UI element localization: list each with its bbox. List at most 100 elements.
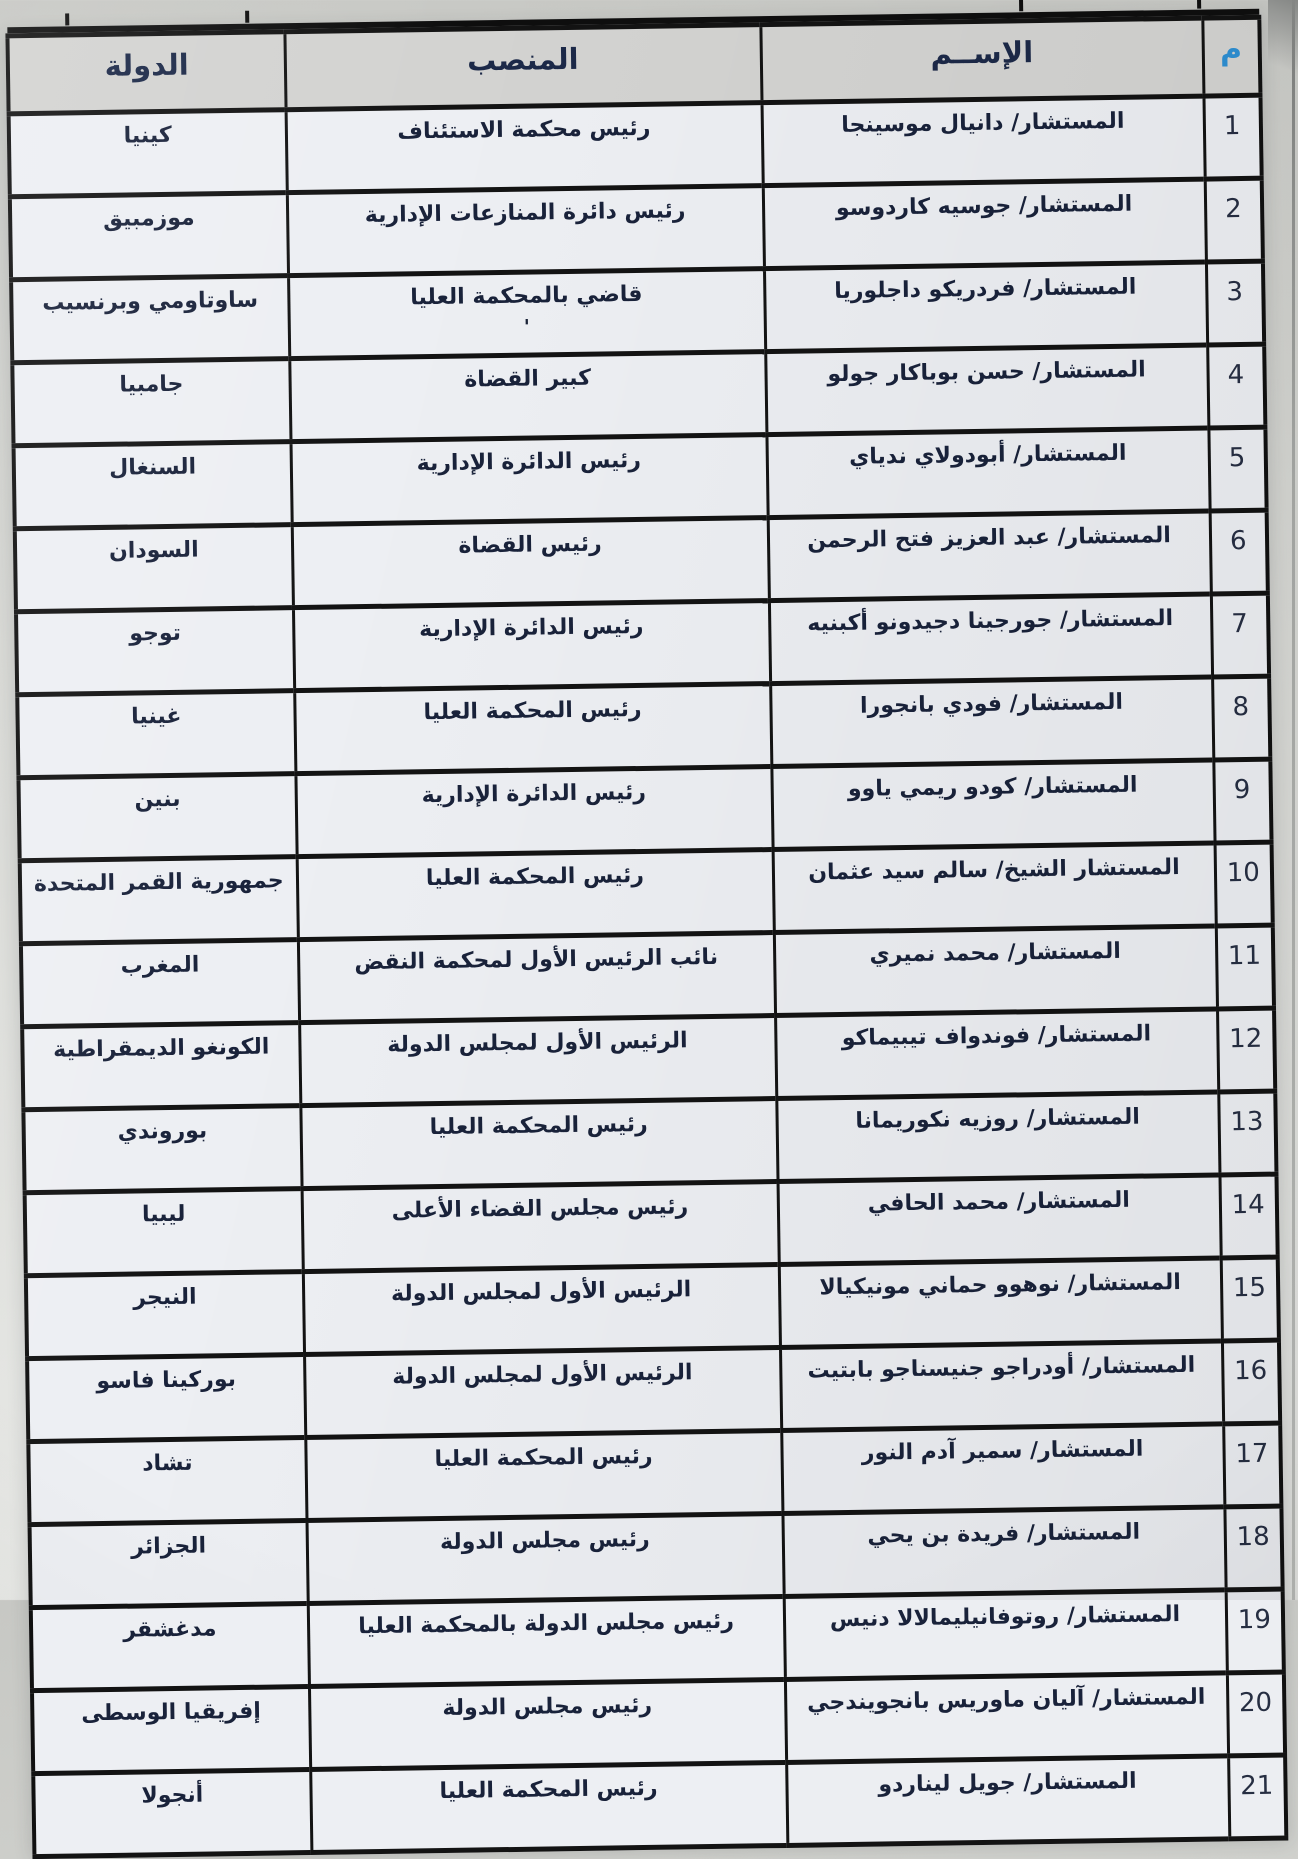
- name-cell: المستشار/ آليان ماوريس بانجويندجي: [784, 1672, 1229, 1763]
- country-cell: ساوتاومي وبرنسيب: [11, 275, 290, 363]
- row-number-cell: 7: [1210, 593, 1270, 677]
- position-cell: نائب الرئيس الأول لمحكمة النقض: [297, 932, 776, 1023]
- name-cell: المستشار/ جوسيه كاردوسو: [762, 179, 1206, 269]
- position-cell: رئيس القضاة: [291, 517, 769, 608]
- position-cell: رئيس المحكمة العليا: [305, 1430, 783, 1521]
- row-number-cell: 2: [1204, 178, 1263, 263]
- row-number-cell: 11: [1215, 925, 1275, 1009]
- country-cell: تشاد: [28, 1437, 307, 1525]
- position-text: رئيس مجلس الدولة: [442, 1692, 653, 1722]
- country-cell: الجزائر: [29, 1520, 308, 1608]
- position-cell: رئيس الدائرة الإدارية: [290, 434, 768, 525]
- row-number-cell: 3: [1205, 261, 1265, 346]
- name-cell: المستشار/ محمد نميري: [773, 925, 1218, 1016]
- name-cell: المستشار/ روتوفانيليمالالا دنيس: [783, 1589, 1227, 1680]
- column-header-country: الدولة: [7, 31, 286, 114]
- country-cell: ليبيا: [24, 1188, 303, 1276]
- row-number-cell: 12: [1217, 1008, 1276, 1092]
- name-cell: المستشار/ جويل ليناردو: [786, 1755, 1230, 1846]
- name-cell: المستشار/ فوندواف تيبيماكو: [775, 1008, 1219, 1099]
- column-header-name: الإســم: [760, 18, 1204, 103]
- country-cell: السنغال: [13, 441, 292, 529]
- country-cell: جمهورية القمر المتحدة: [19, 856, 298, 944]
- column-header-position: المنصب: [284, 24, 762, 110]
- country-cell: موزمبيق: [9, 192, 289, 280]
- country-cell: الكونغو الديمقراطية: [22, 1022, 301, 1110]
- name-cell: المستشار/ دانيال موسينجا: [761, 96, 1205, 186]
- position-cell: رئيس محكمة الاستئناف: [285, 102, 763, 193]
- table-edge-artifact: [1196, 0, 1202, 9]
- name-cell: المستشار/ جورجينا دجيدونو أكبنيه: [768, 594, 1213, 684]
- position-text: رئيس الدائرة الإدارية: [421, 779, 647, 809]
- country-cell: بوروندي: [23, 1105, 302, 1193]
- row-number-cell: 15: [1220, 1257, 1279, 1341]
- name-cell: المستشار/ حسن بوباكار جولو: [765, 345, 1209, 435]
- row-number-cell: 20: [1226, 1672, 1286, 1756]
- position-cell: رئيس دائرة المنازعات الإدارية: [286, 185, 764, 276]
- position-cell: رئيس مجلس الدولة: [308, 1679, 787, 1770]
- position-text: رئيس المحكمة العليا: [434, 1443, 653, 1473]
- position-cell: كبير القضاة: [289, 351, 767, 442]
- row-number-cell: 8: [1212, 676, 1271, 760]
- country-cell: أنجولا: [33, 1769, 312, 1857]
- page-edge: [1292, 0, 1295, 1600]
- name-cell: المستشار/ فودي بانجورا: [770, 676, 1214, 767]
- table-edge-artifact: [65, 13, 70, 26]
- position-text: رئيس المحكمة العليا: [429, 1111, 648, 1141]
- row-number-cell: 16: [1221, 1340, 1281, 1424]
- position-text: رئيس مجلس الدولة: [439, 1526, 650, 1556]
- name-cell: المستشار/ عبد العزيز فتح الرحمن: [767, 511, 1211, 601]
- name-cell: المستشار/ محمد الحافي: [777, 1174, 1221, 1265]
- position-text: رئيس القضاة: [458, 531, 602, 559]
- position-cell: رئيس المحكمة العليا: [300, 1098, 778, 1189]
- position-text: الرئيس الأول لمجلس الدولة: [390, 1277, 692, 1307]
- position-text: كبير القضاة: [464, 365, 592, 393]
- position-text: رئيس المحكمة العليا: [425, 862, 645, 892]
- row-number-cell: 5: [1208, 427, 1267, 512]
- position-cell: رئيس مجلس القضاء الأعلى: [301, 1181, 779, 1272]
- row-number-cell: 18: [1224, 1506, 1283, 1590]
- photo-corner-shadow: [1268, 0, 1298, 95]
- position-cell: الرئيس الأول لمجلس الدولة: [299, 1015, 777, 1106]
- position-text: رئيس محكمة الاستئناف: [397, 115, 651, 145]
- position-cell: الرئيس الأول لمجلس الدولة: [302, 1264, 780, 1355]
- position-text: الرئيس الأول لمجلس الدولة: [392, 1360, 693, 1390]
- row-number-cell: 6: [1209, 510, 1268, 595]
- name-cell: المستشار/ أودراجو جنيسناجو بابتيت: [779, 1340, 1224, 1431]
- position-text: رئيس الدائرة الإدارية: [416, 447, 642, 477]
- country-cell: المغرب: [20, 939, 300, 1027]
- name-cell: المستشار/ فريدة بن يحي: [782, 1506, 1226, 1597]
- row-number-cell: 9: [1213, 759, 1272, 843]
- position-text: رئيس الدائرة الإدارية: [418, 613, 644, 643]
- name-cell: المستشار/ نوهوو حماني مونيكيالا: [778, 1257, 1222, 1348]
- table-row: 21 المستشار/ جويل ليناردو رئيس المحكمة الع…: [33, 1755, 1287, 1857]
- name-cell: المستشار/ روزيه نكوريمانا: [776, 1091, 1220, 1182]
- row-number-cell: 10: [1214, 842, 1273, 926]
- country-cell: إفريقيا الوسطى: [31, 1686, 311, 1774]
- position-text: رئيس مجلس القضاء الأعلى: [391, 1194, 689, 1224]
- position-text: نائب الرئيس الأول لمحكمة النقض: [354, 944, 719, 976]
- position-text: رئيس مجلس الدولة بالمحكمة العليا: [358, 1608, 735, 1640]
- country-cell: مدغشقر: [30, 1603, 309, 1691]
- country-cell: كينيا: [8, 109, 287, 197]
- position-text: قاضي بالمحكمة العليا: [410, 281, 643, 311]
- row-number-cell: 13: [1218, 1091, 1277, 1175]
- position-cell: قاضي بالمحكمة العليا ': [288, 268, 766, 359]
- position-text: رئيس المحكمة العليا: [439, 1775, 658, 1805]
- table-edge-artifact: [1019, 0, 1024, 12]
- row-number-cell: 19: [1225, 1589, 1284, 1673]
- country-cell: بوركينا فاسو: [27, 1354, 306, 1442]
- row-number-cell: 17: [1223, 1423, 1282, 1507]
- position-cell: رئيس المحكمة العليا: [294, 683, 772, 774]
- name-cell: المستشار/ فردريكو داجلوريا: [763, 262, 1208, 352]
- position-cell: رئيس مجلس الدولة: [306, 1513, 784, 1604]
- position-note: ': [523, 314, 531, 339]
- position-text: رئيس دائرة المنازعات الإدارية: [364, 198, 686, 229]
- row-number-cell: 21: [1228, 1755, 1287, 1839]
- country-cell: السودان: [14, 524, 293, 612]
- position-cell: رئيس المحكمة العليا: [310, 1762, 788, 1853]
- name-cell: المستشار/ كودو ريمي ياوو: [771, 759, 1215, 850]
- table-edge-artifact: [245, 10, 250, 23]
- position-cell: الرئيس الأول لمجلس الدولة: [304, 1347, 782, 1438]
